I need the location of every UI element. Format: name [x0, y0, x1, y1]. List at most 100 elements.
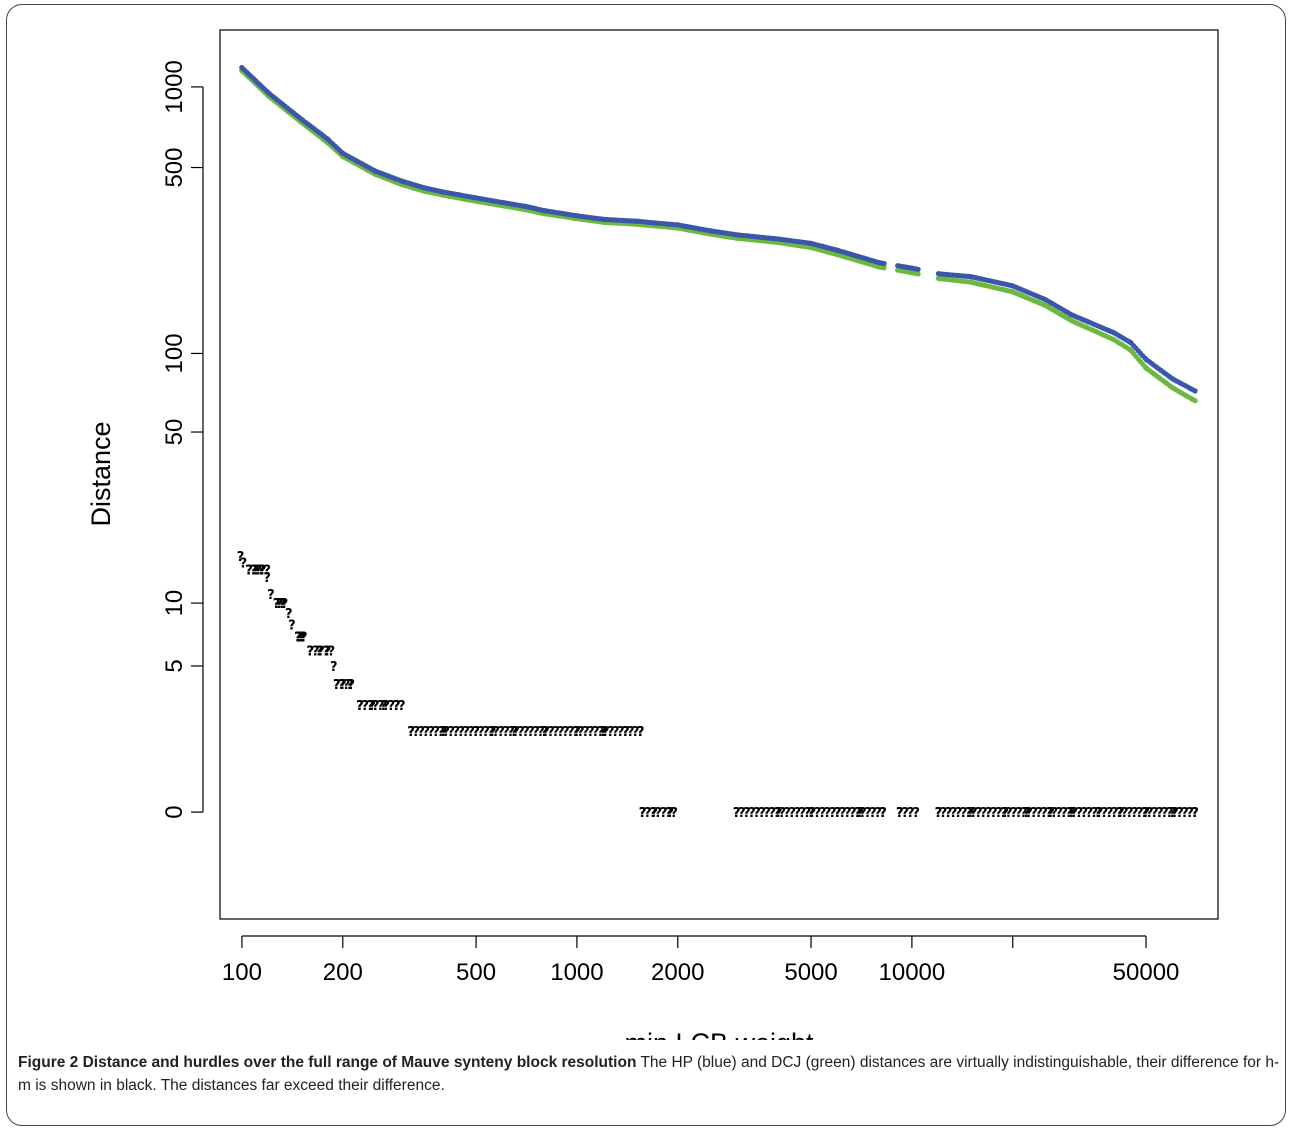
- data-point-h-m: ?: [637, 725, 645, 740]
- data-point-h-m: ?: [1156, 806, 1164, 821]
- data-point-h-m: ?: [388, 699, 396, 714]
- data-point-h-m: ?: [844, 806, 852, 821]
- data-point-hp: [776, 236, 782, 242]
- data-point-hp: [909, 265, 915, 271]
- data-point-h-m: ?: [1111, 806, 1119, 821]
- data-point-h-m: ?: [768, 806, 776, 821]
- data-point-hp: [265, 90, 272, 96]
- data-point-h-m: ?: [457, 725, 465, 740]
- figure-caption: Figure 2 Distance and hurdles over the f…: [18, 1051, 1280, 1097]
- data-point-h-m: ?: [562, 725, 570, 740]
- data-point-h-m: ?: [1186, 806, 1194, 821]
- data-point-h-m: ?: [600, 725, 608, 740]
- data-point-h-m: ?: [794, 806, 802, 821]
- data-point-h-m: ?: [655, 806, 663, 821]
- data-point-h-m: ?: [1020, 806, 1028, 821]
- data-point-h-m: ?: [649, 806, 657, 821]
- data-point-h-m: ?: [859, 806, 867, 821]
- data-point-h-m: ?: [348, 678, 356, 693]
- data-point-h-m: ?: [967, 806, 975, 821]
- data-point-h-m: ?: [758, 806, 766, 821]
- data-point-h-m: ?: [667, 806, 675, 821]
- series-hp: [239, 65, 1198, 394]
- data-point-dcj: [1010, 289, 1016, 295]
- figure-frame: [6, 4, 1286, 1126]
- data-point-hp: [600, 216, 607, 222]
- data-point-h-m: ?: [407, 725, 415, 740]
- data-point-h-m: ?: [960, 806, 968, 821]
- data-point-h-m: ?: [281, 597, 289, 612]
- data-point-dcj: [1143, 365, 1149, 371]
- data-point-h-m: ?: [778, 806, 786, 821]
- data-point-h-m: ?: [1060, 806, 1068, 821]
- y-tick-label: 0: [161, 805, 188, 818]
- data-point-h-m: ?: [324, 644, 332, 659]
- data-point-h-m: ?: [896, 806, 904, 821]
- data-point-hp: [968, 274, 974, 280]
- data-point-hp: [734, 232, 740, 238]
- x-tick-label: 50000: [1113, 959, 1180, 986]
- data-point-h-m: ?: [1191, 806, 1199, 821]
- data-point-h-m: ?: [940, 806, 948, 821]
- data-point-h-m: ?: [333, 678, 341, 693]
- data-point-h-m: ?: [592, 725, 600, 740]
- data-point-h-m: ?: [935, 806, 943, 821]
- data-point-h-m: ?: [257, 564, 265, 579]
- data-point-h-m: ?: [1121, 806, 1129, 821]
- data-point-h-m: ?: [577, 725, 585, 740]
- data-point-h-m: ?: [869, 806, 877, 821]
- data-point-h-m: ?: [1116, 806, 1124, 821]
- data-point-hp: [881, 260, 887, 267]
- data-point-h-m: ?: [1136, 806, 1144, 821]
- data-point-dcj: [1111, 336, 1117, 342]
- data-point-h-m: ?: [407, 725, 415, 740]
- data-point-hp: [473, 195, 479, 201]
- data-point-hp: [1010, 283, 1016, 289]
- data-point-h-m: ?: [427, 725, 435, 740]
- data-point-h-m: ?: [432, 725, 440, 740]
- data-point-h-m: ?: [1002, 806, 1010, 821]
- data-point-dcj: [1192, 398, 1198, 404]
- data-point-hp: [633, 218, 639, 224]
- data-point-h-m: ?: [527, 725, 535, 740]
- data-point-h-m: ?: [393, 699, 401, 714]
- data-point-h-m: ?: [422, 725, 430, 740]
- data-point-hp: [915, 266, 921, 272]
- data-point-hp: [808, 240, 814, 246]
- data-point-h-m: ?: [254, 564, 262, 579]
- data-point-h-m: ?: [1091, 806, 1099, 821]
- data-point-h-m: ?: [573, 725, 581, 740]
- data-point-h-m: ?: [639, 806, 647, 821]
- data-point-h-m: ?: [824, 806, 832, 821]
- data-point-h-m: ?: [497, 725, 505, 740]
- data-point-h-m: ?: [1117, 806, 1125, 821]
- data-point-h-m: ?: [814, 806, 822, 821]
- y-axis-title: Distance: [86, 421, 116, 526]
- data-point-h-m: ?: [587, 725, 595, 740]
- data-point-h-m: ?: [799, 806, 807, 821]
- data-point-h-m: ?: [542, 725, 550, 740]
- data-point-dcj: [876, 264, 883, 270]
- data-point-h-m: ?: [343, 678, 351, 693]
- data-point-h-m: ?: [1045, 806, 1053, 821]
- data-point-h-m: ?: [945, 806, 953, 821]
- data-point-h-m: ?: [547, 725, 555, 740]
- data-point-h-m: ?: [995, 806, 1003, 821]
- data-point-h-m: ?: [1146, 806, 1154, 821]
- data-point-h-m: ?: [1000, 806, 1008, 821]
- data-point-hp: [1143, 356, 1149, 362]
- data-point-h-m: ?: [298, 631, 306, 646]
- data-point-h-m: ?: [935, 806, 943, 821]
- y-tick-label: 5: [161, 659, 188, 672]
- data-point-dcj: [1170, 385, 1176, 391]
- data-point-h-m: ?: [748, 806, 756, 821]
- data-point-h-m: ?: [1166, 806, 1174, 821]
- data-point-h-m: ?: [901, 806, 909, 821]
- data-point-dcj: [1042, 302, 1048, 308]
- data-point-hp: [675, 222, 681, 228]
- data-point-h-m: ?: [834, 806, 842, 821]
- data-point-hp: [1192, 388, 1198, 394]
- data-point-h-m: ?: [1068, 806, 1076, 821]
- data-point-h-m: ?: [1081, 806, 1089, 821]
- data-point-hp: [707, 228, 713, 234]
